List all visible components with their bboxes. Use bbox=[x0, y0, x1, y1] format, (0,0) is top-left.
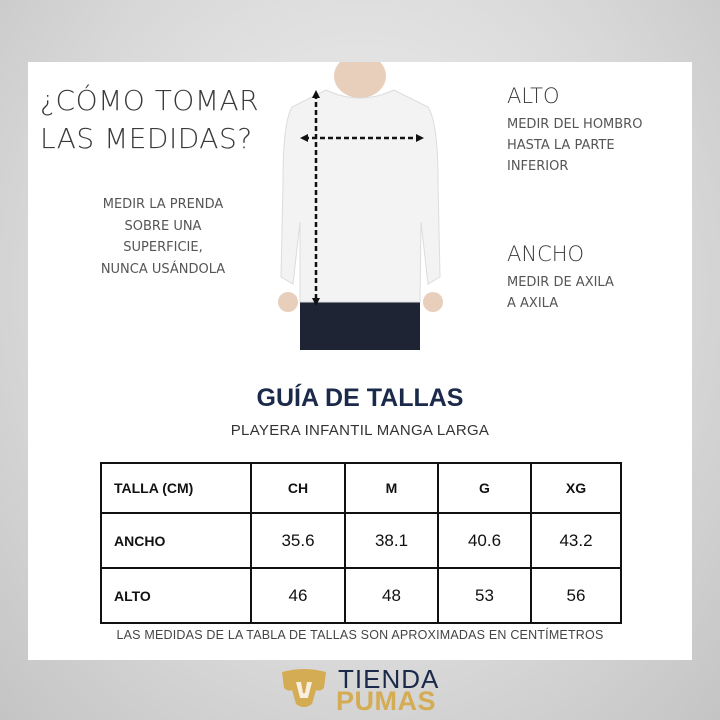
table-row: ALTO 46 48 53 56 bbox=[100, 567, 622, 624]
size-guide-subtitle: PLAYERA INFANTIL MANGA LARGA bbox=[230, 422, 490, 439]
cell: 40.6 bbox=[437, 512, 532, 569]
table-header-row: TALLA (CM) CH M G XG bbox=[100, 462, 622, 514]
size-table: TALLA (CM) CH M G XG ANCHO 35.6 38.1 40.… bbox=[100, 462, 622, 624]
cell: 46 bbox=[250, 567, 346, 624]
instruction-line: SOBRE UNA bbox=[124, 218, 202, 234]
alto-title: ALTO bbox=[507, 84, 560, 108]
shirt-measurement-image bbox=[278, 62, 443, 350]
heading-line: ¿CÓMO TOMAR bbox=[40, 84, 260, 117]
logo-text-tienda: TIENDA bbox=[338, 664, 440, 694]
ancho-description: MEDIR DE AXILA A AXILA bbox=[507, 272, 614, 314]
desc-line: A AXILA bbox=[507, 296, 559, 311]
how-to-measure-heading: ¿CÓMO TOMAR LAS MEDIDAS? bbox=[40, 82, 259, 158]
row-label: ANCHO bbox=[100, 512, 252, 569]
pumas-shield-icon bbox=[282, 669, 326, 707]
ancho-title: ANCHO bbox=[507, 242, 585, 266]
size-guide-title: GUÍA DE TALLAS bbox=[256, 384, 464, 412]
instruction-line: NUNCA USÁNDOLA bbox=[100, 261, 226, 277]
cell: 56 bbox=[530, 567, 622, 624]
measure-instruction: MEDIR LA PRENDA SOBRE UNA SUPERFICIE, NU… bbox=[78, 194, 248, 280]
table-row: ANCHO 35.6 38.1 40.6 43.2 bbox=[100, 512, 622, 569]
footnote: LAS MEDIDAS DE LA TABLA DE TALLAS SON AP… bbox=[116, 628, 604, 642]
header-cell: G bbox=[437, 462, 532, 514]
size-guide-card: ¿CÓMO TOMAR LAS MEDIDAS? MEDIR LA PRENDA… bbox=[28, 62, 692, 660]
row-label: ALTO bbox=[100, 567, 252, 624]
logo-text-pumas: PUMAS bbox=[336, 686, 437, 716]
heading-line: LAS MEDIDAS? bbox=[40, 122, 253, 155]
header-cell: CH bbox=[250, 462, 346, 514]
desc-line: MEDIR DE AXILA bbox=[507, 275, 614, 290]
header-cell: XG bbox=[530, 462, 622, 514]
desc-line: INFERIOR bbox=[507, 159, 569, 174]
instruction-line: MEDIR LA PRENDA bbox=[102, 197, 224, 212]
cell: 53 bbox=[437, 567, 532, 624]
alto-description: MEDIR DEL HOMBRO HASTA LA PARTE INFERIOR bbox=[507, 114, 642, 177]
header-cell: M bbox=[344, 462, 439, 514]
shirt bbox=[280, 89, 441, 303]
instruction-line: SUPERFICIE, bbox=[123, 240, 203, 255]
desc-line: HASTA LA PARTE bbox=[507, 138, 615, 153]
tienda-pumas-logo: TIENDA PUMAS bbox=[278, 664, 478, 716]
cell: 38.1 bbox=[344, 512, 439, 569]
desc-line: MEDIR DEL HOMBRO bbox=[507, 117, 643, 132]
header-cell: TALLA (CM) bbox=[100, 462, 252, 514]
cell: 35.6 bbox=[250, 512, 346, 569]
neck bbox=[334, 62, 386, 98]
cell: 43.2 bbox=[530, 512, 622, 569]
cell: 48 bbox=[344, 567, 439, 624]
